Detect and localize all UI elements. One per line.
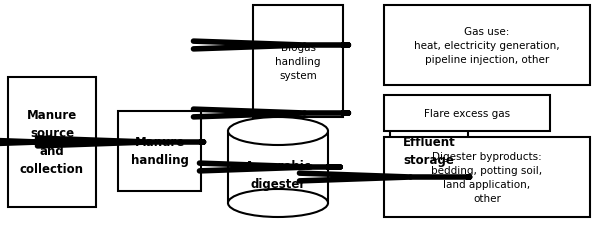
Bar xyxy=(384,96,550,131)
Text: Manure
handling: Manure handling xyxy=(131,136,188,167)
Text: Anaerobic
digester: Anaerobic digester xyxy=(245,160,311,191)
Bar xyxy=(118,112,201,191)
Text: Biogas
handling
system: Biogas handling system xyxy=(275,43,321,81)
Bar xyxy=(8,78,96,207)
Text: Digester byproducts:
bedding, potting soil,
land application,
other: Digester byproducts: bedding, potting so… xyxy=(431,151,542,203)
Text: Gas use:
heat, electricity generation,
pipeline injection, other: Gas use: heat, electricity generation, p… xyxy=(414,27,560,65)
Text: Flare excess gas: Flare excess gas xyxy=(424,108,510,119)
Bar xyxy=(384,6,590,86)
Bar xyxy=(253,6,343,117)
Bar xyxy=(390,112,468,191)
Bar xyxy=(384,137,590,217)
Ellipse shape xyxy=(228,117,328,145)
Text: Effluent
storage: Effluent storage xyxy=(403,136,455,167)
Bar xyxy=(228,131,328,203)
Ellipse shape xyxy=(228,189,328,217)
Text: Manure
source
and
collection: Manure source and collection xyxy=(20,109,84,176)
